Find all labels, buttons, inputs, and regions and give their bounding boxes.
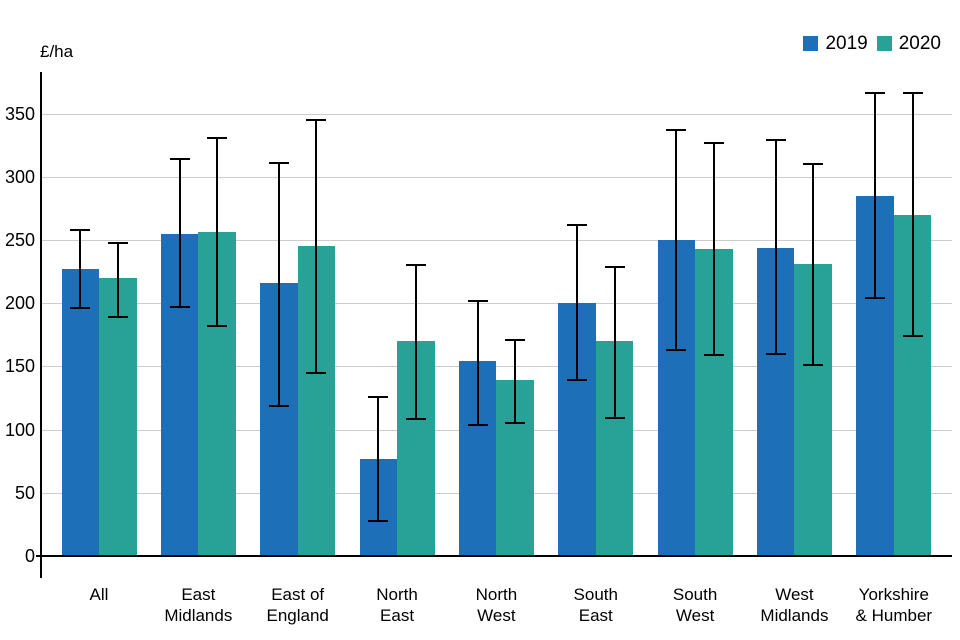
error-bar-2020-north-east <box>414 265 417 420</box>
error-bar-2020-south-east <box>613 266 616 419</box>
legend-item-2020: 2020 <box>876 33 941 54</box>
y-tick-350: 350 <box>4 103 35 124</box>
error-bar-2019-west-midlands <box>774 140 777 354</box>
legend-label-2020: 2020 <box>898 33 941 54</box>
error-bar-2019-south-east <box>576 224 578 381</box>
error-cap-top-2019-south-east <box>567 223 587 226</box>
error-cap-bottom-2019-north-east <box>368 519 389 522</box>
error-cap-bottom-2020-east-of-england <box>306 371 327 374</box>
legend-swatch-2020-icon <box>876 36 892 51</box>
x-label-south-east: South East <box>573 585 618 625</box>
error-bar-2019-all <box>79 229 82 309</box>
error-cap-top-2020-north-west <box>505 338 526 341</box>
x-label-west-midlands: West Midlands <box>760 585 829 625</box>
error-cap-bottom-2020-yorkshire-humber <box>902 335 923 338</box>
x-axis-line <box>36 555 952 557</box>
error-cap-bottom-2019-west-midlands <box>765 352 786 355</box>
error-bar-2020-east-of-england <box>315 119 318 373</box>
error-cap-bottom-2020-south-east <box>604 417 625 420</box>
error-bar-2019-east-of-england <box>277 162 280 406</box>
error-bar-2020-south-west <box>712 142 715 356</box>
error-cap-top-2019-all <box>70 228 91 231</box>
y-tick-150: 150 <box>4 356 35 377</box>
x-label-east-midlands: East Midlands <box>164 585 233 625</box>
error-cap-bottom-2020-all <box>107 316 128 319</box>
error-cap-bottom-2020-east-midlands <box>207 324 228 327</box>
error-cap-top-2019-east-midlands <box>169 158 190 161</box>
error-cap-bottom-2019-east-midlands <box>169 305 190 308</box>
x-label-south-west: South West <box>672 585 718 625</box>
error-cap-bottom-2020-north-east <box>405 418 426 421</box>
legend-item-2019: 2019 <box>803 33 868 54</box>
x-label-all: All <box>89 585 109 604</box>
gridline-350 <box>42 113 952 115</box>
gridline-150 <box>42 366 952 368</box>
error-cap-top-2019-south-west <box>666 129 687 132</box>
error-bar-2020-north-west <box>514 339 517 424</box>
error-cap-top-2020-south-east <box>604 265 625 268</box>
error-cap-top-2019-west-midlands <box>765 139 786 142</box>
error-cap-top-2020-north-east <box>405 264 426 267</box>
error-cap-top-2020-east-midlands <box>207 136 228 139</box>
error-bar-2020-east-midlands <box>216 137 219 326</box>
error-bar-2019-north-west <box>476 300 479 425</box>
error-cap-bottom-2019-east-of-england <box>268 404 289 407</box>
x-label-east-of-england: East of England <box>266 585 329 625</box>
y-tick-0: 0 <box>24 546 35 566</box>
error-cap-bottom-2019-yorkshire-humber <box>865 297 886 300</box>
gridline-250 <box>42 240 952 241</box>
error-cap-bottom-2020-north-west <box>505 422 526 425</box>
x-label-north-west: North West <box>475 585 518 625</box>
error-bar-2020-yorkshire-humber <box>911 93 914 337</box>
error-bar-2020-west-midlands <box>812 164 815 366</box>
error-cap-top-2019-yorkshire-humber <box>865 92 886 95</box>
bar-2019-all <box>61 269 99 556</box>
error-cap-top-2020-south-west <box>703 141 724 144</box>
y-axis-title: £/ha <box>40 42 74 61</box>
error-cap-bottom-2020-south-west <box>703 354 724 357</box>
y-tick-50: 50 <box>14 482 35 503</box>
y-tick-100: 100 <box>4 419 35 440</box>
error-cap-bottom-2019-north-west <box>467 423 488 426</box>
y-tick-200: 200 <box>4 293 35 314</box>
legend-label-2019: 2019 <box>825 33 868 54</box>
error-bar-2019-north-east <box>377 396 380 521</box>
y-tick-300: 300 <box>4 166 35 187</box>
bar-2020-all <box>99 277 137 556</box>
gridline-300 <box>42 176 952 178</box>
error-cap-top-2019-north-west <box>467 299 488 302</box>
error-cap-top-2019-north-east <box>368 395 389 398</box>
error-cap-top-2020-yorkshire-humber <box>902 92 923 95</box>
legend-swatch-2019-icon <box>803 36 819 51</box>
error-cap-bottom-2019-all <box>70 307 91 310</box>
x-label-north-east: North East <box>376 585 418 625</box>
error-bar-2020-all <box>116 242 119 318</box>
legend: 2019 2020 <box>803 34 941 53</box>
error-cap-top-2020-west-midlands <box>803 163 824 166</box>
error-bar-2019-east-midlands <box>178 159 181 307</box>
error-cap-top-2020-east-of-england <box>306 118 327 121</box>
error-cap-top-2020-all <box>107 241 128 244</box>
gridline-200 <box>42 303 952 305</box>
x-label-yorkshire-humber: Yorkshire & Humber <box>855 585 933 625</box>
error-cap-top-2019-east-of-england <box>268 161 289 164</box>
error-cap-bottom-2019-south-west <box>666 348 687 351</box>
error-cap-bottom-2019-south-east <box>567 379 587 382</box>
error-cap-bottom-2020-west-midlands <box>803 364 824 367</box>
error-bar-2019-south-west <box>675 130 678 350</box>
y-axis-line <box>40 72 42 578</box>
y-tick-250: 250 <box>4 230 35 250</box>
error-bar-2019-yorkshire-humber <box>874 93 877 299</box>
